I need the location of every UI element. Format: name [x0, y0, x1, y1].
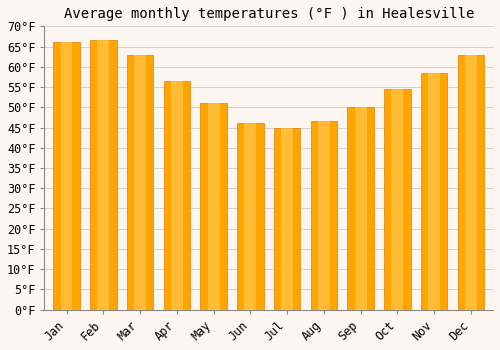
Bar [54, 42, 80, 310]
Bar [134, 55, 146, 310]
Bar [90, 41, 117, 310]
Bar [244, 124, 256, 310]
Bar [428, 73, 440, 310]
Bar [392, 89, 404, 310]
Title: Average monthly temperatures (°F ) in Healesville: Average monthly temperatures (°F ) in He… [64, 7, 474, 21]
Bar [171, 81, 183, 310]
Bar [348, 107, 374, 310]
Bar [127, 55, 154, 310]
Bar [354, 107, 366, 310]
Bar [274, 127, 300, 310]
Bar [421, 73, 448, 310]
Bar [318, 121, 330, 310]
Bar [98, 41, 110, 310]
Bar [208, 103, 220, 310]
Bar [237, 124, 264, 310]
Bar [310, 121, 337, 310]
Bar [281, 127, 293, 310]
Bar [164, 81, 190, 310]
Bar [200, 103, 227, 310]
Bar [458, 55, 484, 310]
Bar [384, 89, 410, 310]
Bar [60, 42, 72, 310]
Bar [465, 55, 477, 310]
